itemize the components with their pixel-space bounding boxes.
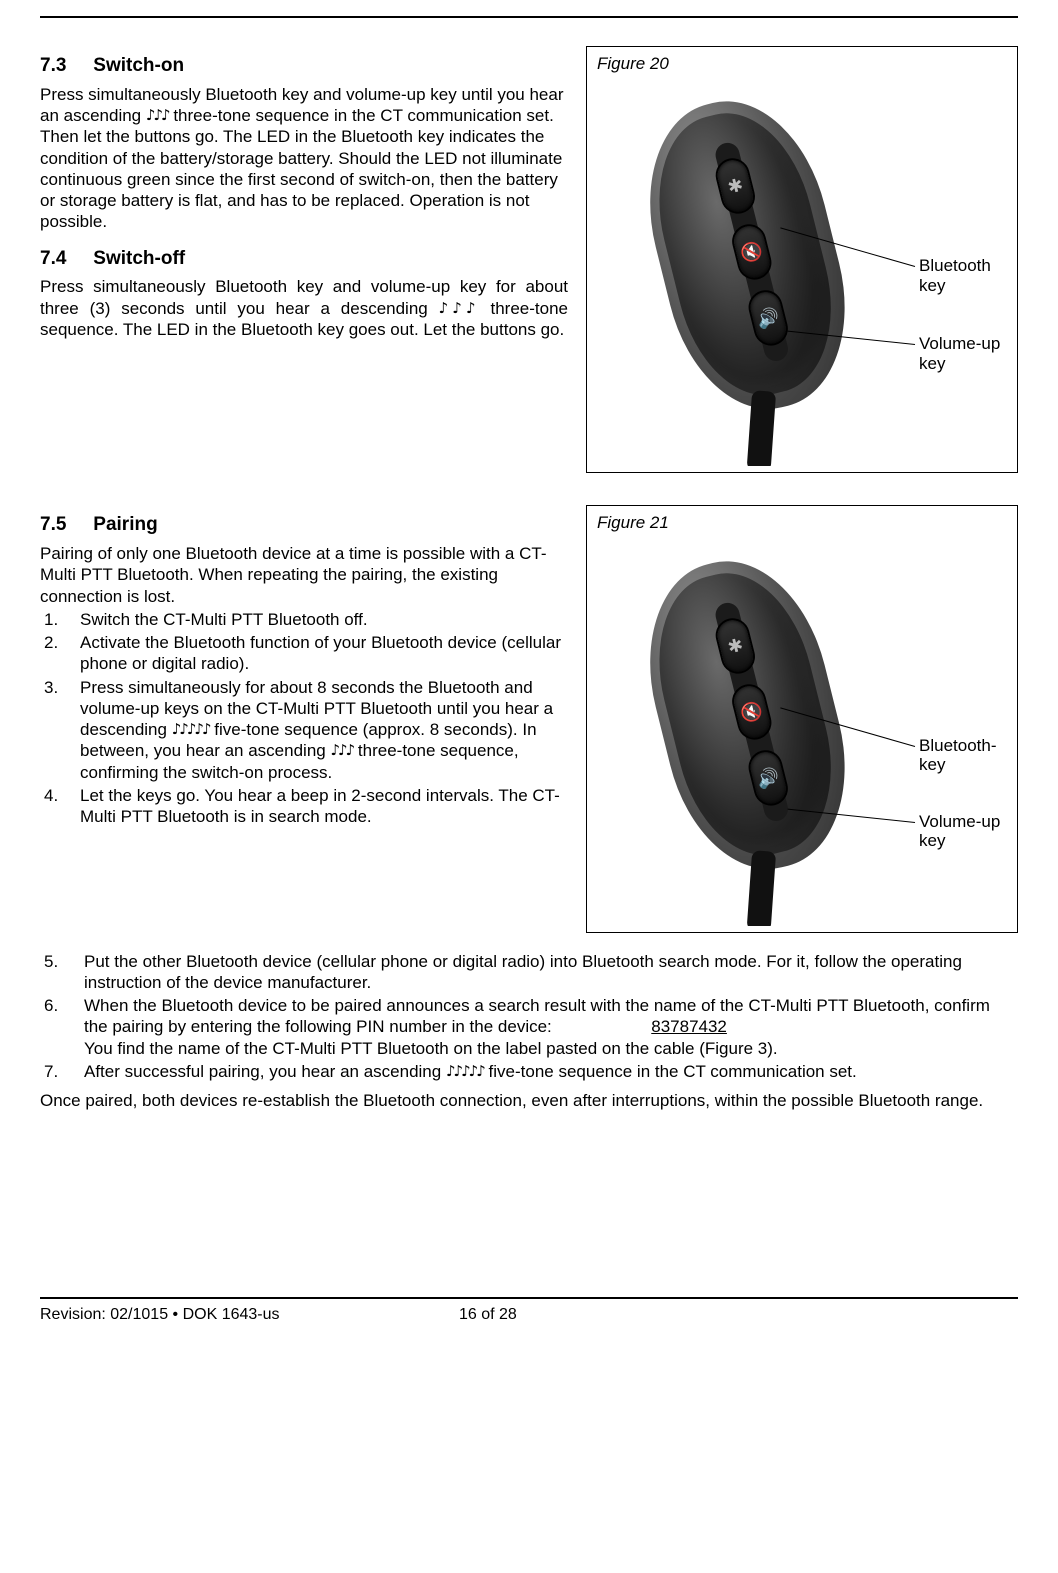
row-section-75: 7.5 Pairing Pairing of only one Bluetoot… [40,505,1018,932]
device-illustration: ✱ 🔇 🔊 [597,76,897,464]
notes-icon: ♪♪♪♪♪ [172,720,210,738]
cable [747,850,777,926]
pairing-steps-1-4: Switch the CT-Multi PTT Bluetooth off. A… [40,609,568,828]
list-item: Put the other Bluetooth device (cellular… [40,951,1018,994]
annotation-bluetooth: Bluetooth key [919,256,1007,295]
notes-icon: ♪♪♪ [439,299,480,317]
figure-column-20: Figure 20 ✱ 🔇 🔊 Bluetoot [586,46,1018,473]
notes-icon: ♪♪♪ [330,741,353,759]
figure-21: Figure 21 ✱ 🔇 🔊 Bluetoot [586,505,1018,932]
annotation-volume-up: Volume-up key [919,812,1007,851]
figure-caption: Figure 20 [597,53,1007,74]
cable [747,390,777,466]
pairing-steps-5-7: Put the other Bluetooth device (cellular… [40,951,1018,1083]
text-column-2: 7.5 Pairing Pairing of only one Bluetoot… [40,505,568,932]
paragraph-closing: Once paired, both devices re-establish t… [40,1090,1018,1111]
list-item: Let the keys go. You hear a beep in 2-se… [40,785,568,828]
notes-icon: ♪♪♪♪♪ [446,1062,484,1080]
heading-number: 7.4 [40,247,88,271]
paragraph-7-5-intro: Pairing of only one Bluetooth device at … [40,543,568,607]
rule-top [40,16,1018,18]
heading-title: Switch-off [93,248,185,269]
figure-canvas: ✱ 🔇 🔊 Bluetooth-key Volume-up key [597,536,1007,926]
figure-20: Figure 20 ✱ 🔇 🔊 Bluetoot [586,46,1018,473]
footer-left: Revision: 02/1015 • DOK 1643-us [40,1305,459,1325]
list-item: After successful pairing, you hear an as… [40,1061,1018,1082]
figure-column-21: Figure 21 ✱ 🔇 🔊 Bluetoot [586,505,1018,932]
page-footer: Revision: 02/1015 • DOK 1643-us 16 of 28 [40,1299,1018,1345]
heading-7-4: 7.4 Switch-off [40,247,568,271]
pairing-steps-5-7-block: Put the other Bluetooth device (cellular… [40,951,1018,1112]
heading-title: Switch-on [93,55,184,76]
list-item: Press simultaneously for about 8 seconds… [40,677,568,783]
document-page: 7.3 Switch-on Press simultaneously Bluet… [0,16,1058,1516]
footer-page-number: 16 of 28 [459,1305,599,1325]
figure-caption: Figure 21 [597,512,1007,533]
figure-canvas: ✱ 🔇 🔊 Bluetooth key Volume-up key [597,76,1007,466]
notes-icon: ♪♪♪ [146,106,169,124]
paragraph-7-3: Press simultaneously Bluetooth key and v… [40,84,568,233]
annotation-volume-up: Volume-up key [919,334,1007,373]
heading-number: 7.3 [40,54,88,78]
list-item: Switch the CT-Multi PTT Bluetooth off. [40,609,568,630]
row-sections-73-74: 7.3 Switch-on Press simultaneously Bluet… [40,46,1018,473]
annotation-bluetooth: Bluetooth-key [919,736,1007,775]
list-item: When the Bluetooth device to be paired a… [40,995,1018,1059]
pin-number: 83787432 [651,1017,727,1036]
heading-title: Pairing [93,514,157,535]
list-item: Activate the Bluetooth function of your … [40,632,568,675]
text-column-1: 7.3 Switch-on Press simultaneously Bluet… [40,46,568,473]
device-illustration: ✱ 🔇 🔊 [597,536,897,924]
paragraph-7-4: Press simultaneously Bluetooth key and v… [40,276,568,340]
heading-number: 7.5 [40,513,88,537]
heading-7-5: 7.5 Pairing [40,513,568,537]
heading-7-3: 7.3 Switch-on [40,54,568,78]
